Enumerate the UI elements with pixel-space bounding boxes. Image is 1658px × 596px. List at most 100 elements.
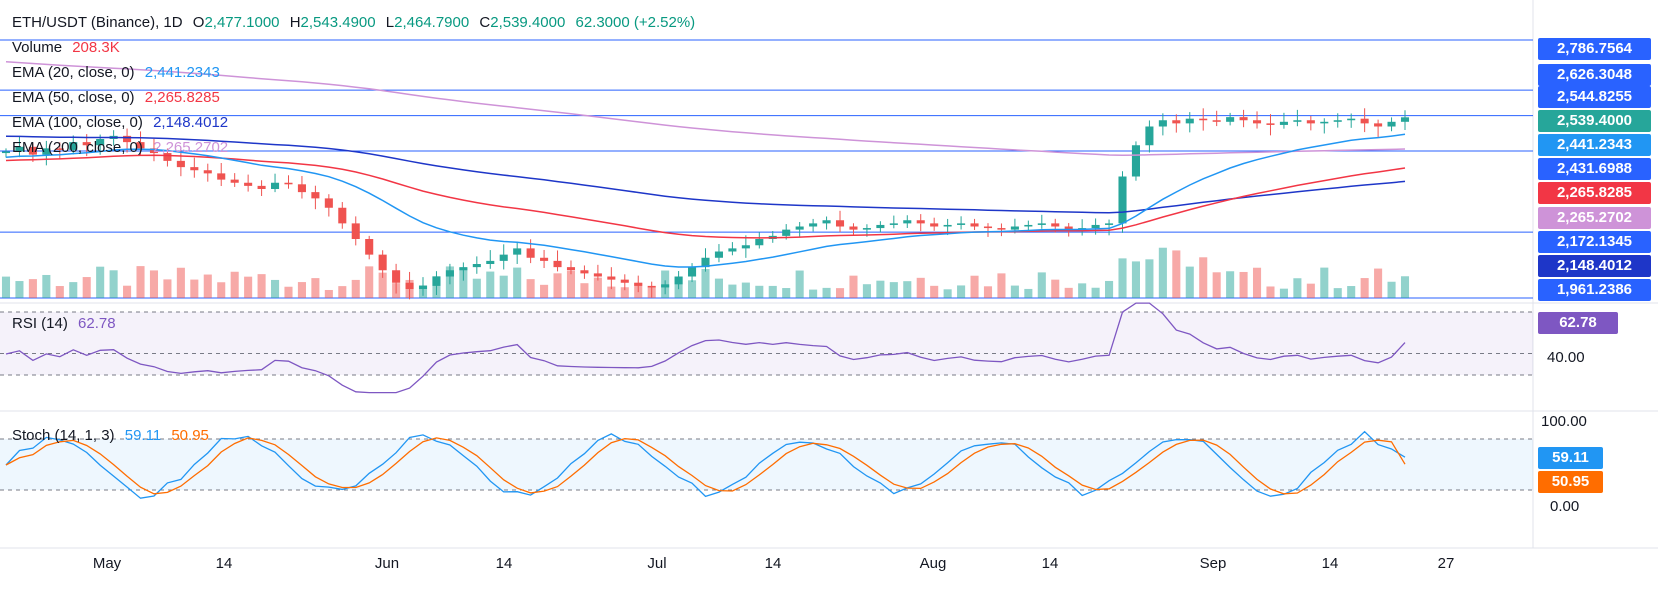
time-axis-label: Aug (919, 555, 947, 572)
candle-body (620, 279, 629, 283)
stoch-d-badge: 50.95 (1538, 471, 1603, 493)
volume-bar (324, 289, 333, 298)
stoch-axis-tick-top: 100.00 (1541, 413, 1587, 430)
low-group: L2,464.7900 (386, 14, 469, 31)
candle-body (580, 270, 589, 274)
stoch-k-line (5, 430, 1406, 499)
candle-body (741, 245, 750, 249)
candle-body (203, 170, 212, 174)
ema100-line (5, 135, 1406, 214)
candle-body (271, 182, 280, 190)
volume-bar (916, 277, 925, 298)
volume-bar (970, 275, 979, 298)
stoch-k-badge: 59.11 (1538, 447, 1603, 469)
candle-body (1374, 123, 1383, 127)
candle-body (1091, 224, 1100, 229)
candle-body (822, 220, 831, 224)
time-axis-label: 14 (764, 555, 782, 572)
volume-bar (782, 288, 791, 298)
ema200-legend[interactable]: EMA (200, close, 0) 2,265.2702 (12, 139, 234, 156)
stoch-legend[interactable]: Stoch (14, 1, 3) 59.11 50.95 (12, 427, 215, 444)
volume-bar (930, 285, 939, 298)
candle-body (970, 223, 979, 227)
time-axis-label: Jun (374, 555, 400, 572)
ema200-line (5, 61, 1406, 156)
volume-bar (795, 270, 804, 298)
time-axis-label: 14 (495, 555, 513, 572)
volume-bar (96, 266, 105, 298)
volume-bar (1145, 259, 1154, 298)
candle-body (149, 148, 159, 154)
candle-body (1320, 121, 1329, 124)
ema20-line (5, 133, 1406, 268)
volume-bar (1400, 276, 1410, 298)
candle-body (983, 226, 993, 229)
low-label: L (385, 14, 395, 31)
high-group: H2,543.4900 (290, 14, 376, 31)
volume-bar (1199, 257, 1208, 298)
candle-body (526, 248, 535, 258)
open-label: O (192, 14, 205, 31)
ema100-legend[interactable]: EMA (100, close, 0) 2,148.4012 (12, 114, 234, 131)
candle-body (809, 223, 818, 227)
high-label: H (289, 14, 301, 31)
rsi-legend[interactable]: RSI (14) 62.78 (12, 315, 122, 332)
candle-body (1064, 226, 1073, 230)
candle-body (311, 192, 320, 199)
candle-body (1024, 224, 1033, 227)
ema20-legend[interactable]: EMA (20, close, 0) 2,441.2343 (12, 64, 226, 81)
candle-body (445, 270, 454, 277)
volume-bar (136, 266, 145, 298)
candle-body (55, 148, 64, 150)
candle-body (1347, 118, 1356, 121)
volume-bar (1239, 271, 1248, 298)
volume-bar (1064, 287, 1073, 298)
candle-body (889, 223, 898, 225)
volume-legend[interactable]: Volume 208.3K (12, 39, 126, 56)
volume-bar (459, 267, 468, 298)
candle-body (540, 257, 549, 261)
candle-body (392, 270, 401, 283)
volume-bar (741, 282, 750, 298)
candle-body (755, 239, 764, 246)
volume-value: 208.3K (72, 39, 120, 56)
candle-body (1239, 117, 1248, 121)
volume-bar (1347, 286, 1356, 298)
candle-body (835, 220, 845, 227)
candle-body (432, 276, 441, 286)
candle-body (284, 182, 293, 185)
volume-bar (943, 289, 952, 298)
candle-body (123, 135, 132, 143)
candle-body (163, 153, 172, 161)
candle-body (782, 229, 791, 236)
candle-body (997, 228, 1006, 230)
candle-body (1306, 120, 1315, 124)
volume-bar (1118, 258, 1127, 298)
time-axis-label: 14 (1041, 555, 1059, 572)
rsi-value: 62.78 (78, 315, 116, 332)
candle-body (1252, 120, 1262, 124)
volume-bar (540, 284, 549, 298)
candle-body (418, 285, 428, 290)
volume-bar (1172, 250, 1181, 298)
volume-bar (69, 282, 78, 298)
volume-bar (42, 274, 51, 298)
candle-body (1212, 120, 1221, 122)
candle-body (136, 142, 145, 149)
price-badge: 1,961.2386 (1538, 279, 1651, 301)
volume-bar (768, 285, 777, 298)
candle-body (1105, 223, 1114, 225)
volume-bar (1266, 286, 1275, 298)
candle-body (1010, 226, 1019, 230)
ema50-legend[interactable]: EMA (50, close, 0) 2,265.8285 (12, 89, 226, 106)
candle-body (1051, 223, 1060, 227)
volume-bar (149, 270, 159, 298)
candle-body (647, 285, 656, 288)
volume-bar (1024, 288, 1033, 298)
volume-bar (1131, 261, 1140, 298)
candle-body (1400, 117, 1410, 122)
volume-bar (620, 287, 629, 298)
volume-bar (701, 269, 710, 298)
